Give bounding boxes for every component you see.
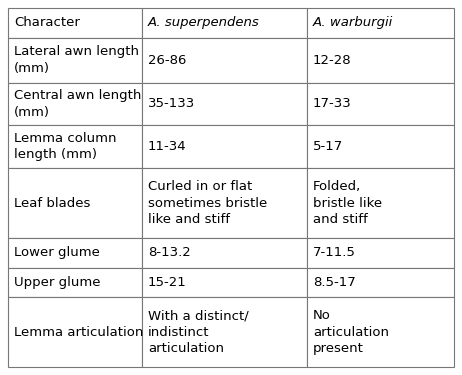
Bar [307,238,454,267]
Text: No
articulation
present: No articulation present [313,309,389,355]
Bar [8,168,142,238]
Bar [8,267,142,297]
Bar [8,125,142,168]
Bar [142,125,307,168]
Bar [8,38,142,82]
Bar [8,8,142,38]
Text: Folded,
bristle like
and stiff: Folded, bristle like and stiff [313,180,382,226]
Text: Lemma articulation: Lemma articulation [14,326,143,339]
Bar [8,238,142,267]
Text: A. superpendens: A. superpendens [148,16,260,29]
Text: 11-34: 11-34 [148,140,187,153]
Bar [142,168,307,238]
Bar [307,168,454,238]
Bar [142,8,307,38]
Bar [8,82,142,125]
Text: Character: Character [14,16,80,29]
Text: Upper glume: Upper glume [14,276,101,289]
Bar [307,82,454,125]
Text: Lateral awn length
(mm): Lateral awn length (mm) [14,45,139,75]
Text: 35-133: 35-133 [148,98,195,111]
Bar [142,267,307,297]
Text: 5-17: 5-17 [313,140,343,153]
Text: A. warburgii: A. warburgii [313,16,393,29]
Text: 17-33: 17-33 [313,98,352,111]
Text: 7-11.5: 7-11.5 [313,246,356,259]
Text: 15-21: 15-21 [148,276,187,289]
Bar [8,297,142,367]
Bar [142,297,307,367]
Text: 8.5-17: 8.5-17 [313,276,356,289]
Bar [142,38,307,82]
Text: With a distinct/
indistinct
articulation: With a distinct/ indistinct articulation [148,309,249,355]
Bar [142,82,307,125]
Text: 8-13.2: 8-13.2 [148,246,190,259]
Bar [307,8,454,38]
Text: 12-28: 12-28 [313,54,352,67]
Text: Curled in or flat
sometimes bristle
like and stiff: Curled in or flat sometimes bristle like… [148,180,267,226]
Bar [307,38,454,82]
Bar [142,238,307,267]
Bar [307,297,454,367]
Text: 26-86: 26-86 [148,54,186,67]
Bar [307,267,454,297]
Text: Leaf blades: Leaf blades [14,196,91,210]
Bar [307,125,454,168]
Text: Central awn length
(mm): Central awn length (mm) [14,89,141,119]
Text: Lemma column
length (mm): Lemma column length (mm) [14,132,116,162]
Text: Lower glume: Lower glume [14,246,100,259]
